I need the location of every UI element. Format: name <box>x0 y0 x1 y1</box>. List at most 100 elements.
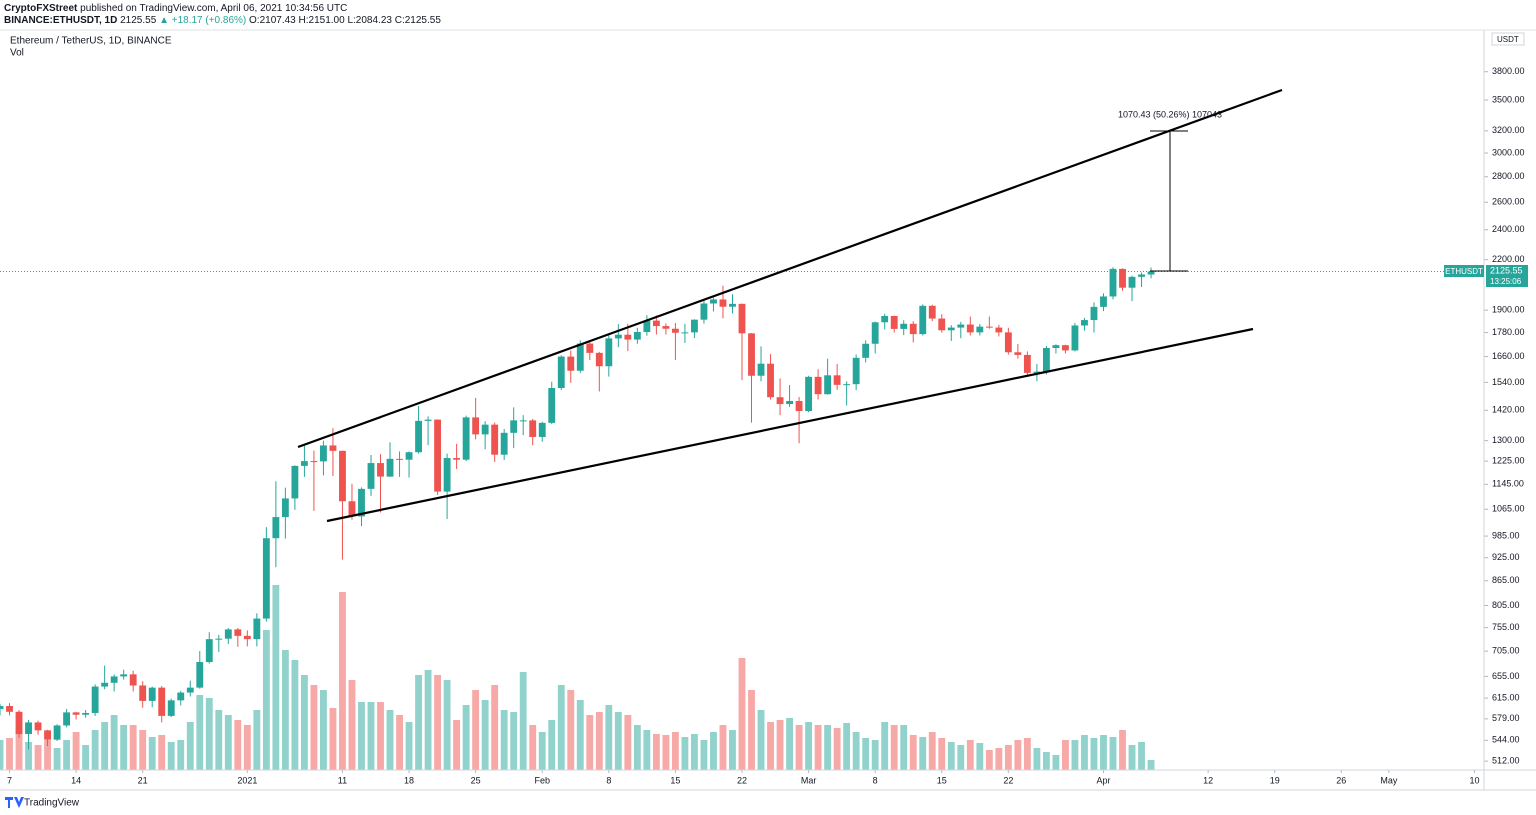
candle-body <box>367 463 375 489</box>
volume-bar <box>557 685 565 770</box>
candle-body <box>329 445 337 451</box>
candle-body <box>196 662 204 688</box>
y-tick-label: 2200.00 <box>1492 254 1525 264</box>
volume-bar <box>396 715 403 770</box>
y-tick-label: 615.00 <box>1492 692 1520 702</box>
candle-body <box>339 450 346 502</box>
volume-layer <box>0 585 1155 770</box>
candle-body <box>738 303 746 334</box>
volume-bar <box>1138 742 1145 770</box>
x-tick-label: 15 <box>937 775 947 785</box>
volume-bar <box>738 658 746 770</box>
volume-bar <box>44 740 51 770</box>
candle-body <box>101 682 109 687</box>
candle-body <box>281 498 289 518</box>
volume-bar <box>1062 740 1069 770</box>
y-tick-label: 544.00 <box>1492 735 1520 745</box>
volume-bar <box>1042 752 1050 770</box>
candle-body <box>976 326 984 333</box>
measure-label: 1070.43 (50.26%) 107043 <box>1118 109 1222 119</box>
candle-body <box>34 722 42 731</box>
volume-bar <box>262 630 270 770</box>
candle-body <box>415 420 422 453</box>
volume-bar <box>91 730 99 770</box>
volume-bar <box>919 737 927 770</box>
footer: TradingView <box>24 798 80 809</box>
candle-body <box>148 687 156 701</box>
candle-body <box>1033 371 1041 373</box>
candle-body <box>462 417 470 460</box>
volume-bar <box>1014 740 1022 770</box>
volume-bar <box>805 722 813 770</box>
volume-bar <box>377 702 384 770</box>
price-box: ETHUSDT 2125.55 13:25:06 <box>1444 265 1528 287</box>
price-range-tool[interactable]: 1070.43 (50.26%) 107043 <box>1118 109 1222 272</box>
candle-body <box>139 685 147 701</box>
volume-bar <box>186 722 194 770</box>
ohlc: O:2107.43 <box>249 15 296 26</box>
candle-body <box>805 376 813 412</box>
volume-bar <box>1119 730 1126 770</box>
candle-body <box>405 452 413 460</box>
candle-body <box>786 400 793 405</box>
candle-body <box>871 322 879 344</box>
candle-body <box>15 711 23 735</box>
volume-bar <box>424 670 432 770</box>
volume-bar <box>348 680 356 770</box>
y-tick-label: 1065.00 <box>1492 504 1525 514</box>
y-tick-label: 1145.00 <box>1492 479 1524 489</box>
candle-body <box>1062 345 1069 351</box>
candle-body <box>215 638 223 640</box>
lower-trendline[interactable] <box>326 327 1254 523</box>
volume-bar <box>1023 738 1031 770</box>
x-tick-label: 26 <box>1336 775 1346 785</box>
volume-bar <box>671 732 679 770</box>
change: ▲ +18.17 (+0.86%) <box>159 15 246 26</box>
candle-body <box>6 706 13 712</box>
candle-body <box>1119 268 1126 288</box>
publisher[interactable]: CryptoFXStreet <box>4 3 78 14</box>
candle-body <box>824 375 832 395</box>
ohlc: H:2151.00 <box>299 15 346 26</box>
candle-body <box>272 517 280 539</box>
volume-bar <box>729 730 736 770</box>
y-tick-label: 2600.00 <box>1492 197 1525 207</box>
volume-bar <box>1004 745 1012 770</box>
candle-body <box>434 419 442 492</box>
candle-body <box>1109 268 1117 297</box>
volume-bar <box>614 712 622 770</box>
volume-bar <box>643 730 651 770</box>
candle-body <box>605 338 613 367</box>
candle-body <box>1100 296 1107 307</box>
candle-body <box>443 458 451 492</box>
x-tick-label: 12 <box>1203 775 1213 785</box>
volume-bar <box>215 710 223 770</box>
volume-bar <box>510 712 518 770</box>
candle-body <box>300 461 308 466</box>
x-tick-label: 10 <box>1469 775 1479 785</box>
candle-body <box>424 419 432 421</box>
volume-bar <box>386 710 394 770</box>
candle-body <box>957 324 965 328</box>
volume-bar <box>15 728 23 770</box>
candle-body <box>1014 352 1022 355</box>
volume-bar <box>909 735 917 770</box>
volume-bar <box>167 742 175 770</box>
candle-body <box>881 315 889 323</box>
upper-trendline[interactable] <box>297 88 1283 449</box>
volume-bar <box>481 700 489 770</box>
volume-bar <box>900 725 908 770</box>
volume-bar <box>1071 740 1079 770</box>
candle-body <box>833 375 841 385</box>
currency-box[interactable] <box>1491 32 1525 46</box>
footer-logo[interactable]: TradingView <box>5 797 80 809</box>
volume-bar <box>110 715 118 770</box>
candle-body <box>671 328 679 333</box>
x-tick-label: 8 <box>873 775 878 785</box>
volume-bar <box>1147 760 1155 770</box>
candle-body <box>262 538 270 619</box>
y-tick-label: 3500.00 <box>1492 94 1525 104</box>
volume-bar <box>843 723 851 770</box>
candle-body <box>795 400 803 412</box>
